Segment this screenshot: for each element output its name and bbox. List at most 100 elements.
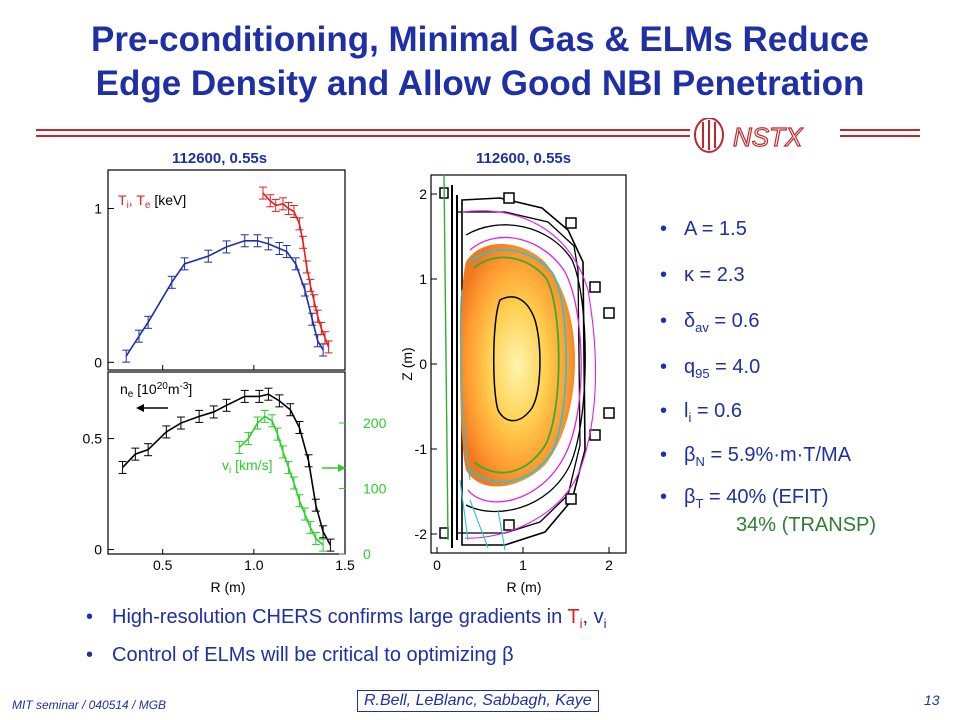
equilibrium-ytick-label: -2 xyxy=(415,526,428,542)
equilibrium-panel: 0 1 2 2 1 0 -1 -2 xyxy=(399,174,627,595)
point-ne xyxy=(144,443,153,457)
point-vi xyxy=(306,520,315,534)
point-ti xyxy=(258,186,267,200)
point-ne xyxy=(264,387,273,401)
rotation-ytick-label: 200 xyxy=(363,415,387,431)
nstx-logo-icon: NSTX xyxy=(694,118,805,153)
equilibrium-ytick-label: 2 xyxy=(419,186,427,202)
slide-title-line2: Edge Density and Allow Good NBI Penetrat… xyxy=(95,64,865,103)
page-number: 13 xyxy=(924,692,940,708)
point-ne xyxy=(295,420,304,434)
point-ti xyxy=(306,278,315,292)
point-ti xyxy=(299,235,308,249)
point-vi xyxy=(253,416,262,430)
temperature-ytick-label: 1 xyxy=(94,200,102,216)
point-vi xyxy=(268,414,277,428)
series-vi xyxy=(238,415,324,546)
point-te xyxy=(122,349,131,363)
point-ne xyxy=(118,460,127,474)
inner-wall xyxy=(458,211,581,534)
center-stack xyxy=(451,185,458,548)
point-ti xyxy=(313,309,322,323)
plasma-shape xyxy=(460,244,575,487)
point-ne xyxy=(275,394,284,408)
bullet-elms: • Control of ELMs will be critical to opt… xyxy=(86,644,514,666)
point-vi xyxy=(284,460,293,474)
point-ti xyxy=(279,197,288,211)
point-te xyxy=(300,283,309,297)
footer-event: MIT seminar / 040514 / MGB xyxy=(12,698,167,712)
density-frame xyxy=(107,371,346,555)
density-ytick-label: 0 xyxy=(94,542,102,558)
point-te xyxy=(134,329,143,343)
cyan-leg xyxy=(459,289,471,541)
temperature-panel: 0 1 Ti, Te [keV] xyxy=(94,169,346,371)
flux-surface-outer xyxy=(465,224,586,513)
point-te xyxy=(291,257,300,271)
point-vi xyxy=(295,494,304,508)
rotation-legend: vi [km/s] xyxy=(222,457,272,476)
flux-surface-core xyxy=(492,296,541,422)
temperature-legend: Ti, Te [keV] xyxy=(118,192,186,211)
density-xtick-label: 0.5 xyxy=(153,557,173,573)
param-q95: • q95 = 4.0 xyxy=(660,356,761,381)
param-aspect-ratio: • A = 1.5 xyxy=(660,218,747,240)
point-vi xyxy=(311,531,320,545)
equilibrium-ytick-label: -1 xyxy=(415,441,428,457)
vessel-wall xyxy=(461,197,586,546)
r-axis-label-left: R (m) xyxy=(211,579,246,595)
point-ne xyxy=(195,409,204,423)
temperature-frame xyxy=(107,169,346,371)
density-xtick-label: 1.0 xyxy=(244,557,264,573)
density-ytick-label: 0.5 xyxy=(83,431,103,447)
bullet-chers: • High-resolution CHERS confirms large gr… xyxy=(86,606,607,631)
param-beta-t-transp: 34% (TRANSP) xyxy=(736,514,877,536)
temperature-ytick-label: 0 xyxy=(94,354,102,370)
param-triangularity: • δav = 0.6 xyxy=(660,310,760,335)
right-plot-label: 112600, 0.55s xyxy=(476,150,572,167)
point-ti xyxy=(320,331,329,345)
density-xtick-label: 1.5 xyxy=(335,557,355,573)
point-ti xyxy=(289,205,298,219)
footer-authors: R.Bell, LeBlanc, Sabbagh, Kaye xyxy=(357,690,599,712)
boundary-cyan xyxy=(469,249,568,483)
point-ti xyxy=(317,321,326,335)
param-li: • li = 0.6 xyxy=(660,400,742,425)
point-ti xyxy=(284,201,293,215)
point-ti xyxy=(271,198,280,212)
point-ti xyxy=(295,217,304,231)
point-ne xyxy=(240,389,249,403)
point-te xyxy=(308,312,317,326)
param-beta-n: • βN = 5.9%·m·T/MA xyxy=(660,444,852,469)
point-ti xyxy=(266,194,275,208)
point-vi xyxy=(319,538,328,552)
point-vi xyxy=(300,507,309,521)
density-arrow-head xyxy=(136,404,144,412)
logo-text: NSTX xyxy=(733,122,804,152)
rotation-ytick-label: 0 xyxy=(363,546,371,562)
point-te xyxy=(282,245,291,259)
point-ne xyxy=(131,447,140,461)
rotation-ytick-label: 100 xyxy=(363,481,387,497)
density-rotation-panel: 0 0.5 0.5 1.0 1.5 0 100 200 ne [1020m-3] vi [km… xyxy=(83,371,387,595)
point-te xyxy=(275,241,284,255)
point-ne xyxy=(326,538,335,552)
point-vi xyxy=(289,476,298,490)
density-legend: ne [1020m-3] xyxy=(120,381,192,400)
rotation-arrow-head xyxy=(338,464,346,472)
point-ti xyxy=(324,340,333,354)
point-ne xyxy=(286,403,295,417)
point-vi xyxy=(273,427,282,441)
point-vi xyxy=(279,445,288,459)
point-vi xyxy=(235,440,244,454)
equilibrium-xtick-label: 0 xyxy=(433,557,441,573)
point-ne xyxy=(209,405,218,419)
point-ti xyxy=(310,294,319,308)
z-axis-label: Z (m) xyxy=(399,347,415,380)
outer-magenta xyxy=(461,210,597,539)
point-te xyxy=(253,234,262,248)
point-te xyxy=(167,275,176,289)
boundary-green xyxy=(473,256,560,474)
point-ne xyxy=(255,389,264,403)
point-te xyxy=(264,237,273,251)
